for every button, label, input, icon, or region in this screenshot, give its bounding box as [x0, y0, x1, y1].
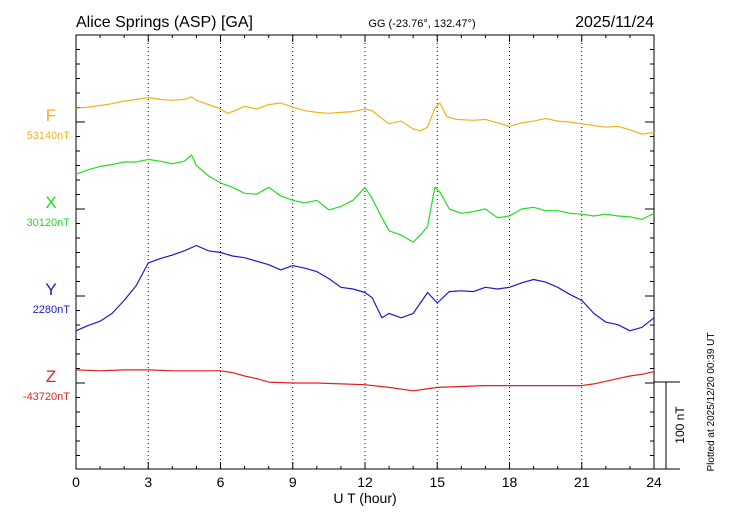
- series-lines: [75, 96, 655, 392]
- station-title: Alice Springs (ASP) [GA]: [76, 14, 253, 31]
- series-name-F: F: [46, 106, 56, 125]
- series-name-X: X: [45, 193, 56, 212]
- x-tick-label-24: 24: [646, 474, 662, 490]
- x-tick-label-6: 6: [217, 474, 225, 490]
- x-tick-label-15: 15: [429, 474, 445, 490]
- x-tick-label-12: 12: [357, 474, 373, 490]
- scale-bar: [654, 381, 680, 470]
- series-labels: F 53140nT X 30120nT Y 2280nT Z -43720nT: [23, 106, 70, 403]
- station-coords: GG (-23.76°, 132.47°): [368, 18, 475, 30]
- series-line-Z: [75, 369, 655, 392]
- tick-marks: [75, 35, 655, 469]
- x-tick-label-3: 3: [144, 474, 152, 490]
- x-tick-label-0: 0: [72, 474, 80, 490]
- chart-date: 2025/11/24: [575, 14, 654, 31]
- x-tick-label-21: 21: [574, 474, 590, 490]
- series-name-Z: Z: [46, 367, 56, 386]
- x-axis-label: U T (hour): [333, 490, 396, 506]
- x-tick-label-18: 18: [502, 474, 518, 490]
- series-baseline-X: 30120nT: [27, 217, 71, 229]
- series-baseline-F: 53140nT: [27, 130, 71, 142]
- series-baseline-Z: -43720nT: [23, 391, 70, 403]
- series-baseline-Y: 2280nT: [33, 304, 71, 316]
- scale-bar-label: 100 nT: [673, 406, 687, 444]
- x-tick-labels: 0 3 6 9 12 15 18 21 24: [72, 474, 662, 490]
- series-line-X: [75, 154, 655, 243]
- plotted-timestamp: Plotted at 2025/12/20 00:39 UT: [706, 333, 717, 472]
- series-name-Y: Y: [45, 280, 56, 299]
- series-line-F: [75, 96, 655, 135]
- series-line-Y: [75, 244, 655, 332]
- x-tick-label-9: 9: [289, 474, 297, 490]
